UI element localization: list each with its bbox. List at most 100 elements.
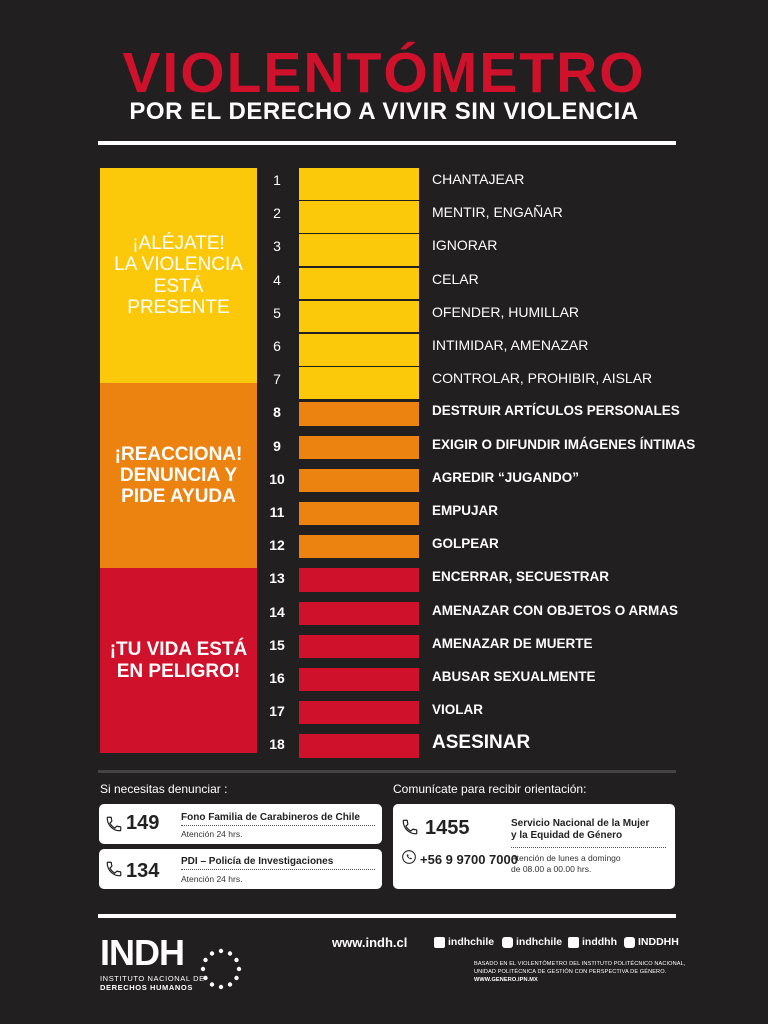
pdi-separator [181, 869, 375, 870]
level-number: 18 [269, 736, 285, 753]
level-label: CONTROLAR, PROHIBIR, AISLAR [432, 370, 653, 387]
phone-icon [106, 816, 122, 832]
level-bar [299, 734, 419, 758]
zone-react-line: DENUNCIA Y [119, 464, 238, 486]
whatsapp-icon [402, 850, 416, 864]
zone-warning-line: ESTÁ PRESENTE [127, 275, 230, 318]
instagram-link[interactable]: indhchile [502, 936, 562, 948]
level-bar [299, 701, 419, 725]
level-bar [299, 267, 419, 300]
sernam-hours-2: de 08.00 a 00.00 hrs. [511, 864, 592, 874]
level-number: 17 [269, 703, 285, 720]
level-label: INTIMIDAR, AMENAZAR [432, 337, 589, 353]
level-number: 10 [269, 470, 285, 487]
credit-line-1: BASADO EN EL VIOLENTÓMETRO DEL INSTITUTO… [474, 961, 686, 967]
level-bar [299, 334, 419, 366]
credit-line-3: WWW.GENERO.IPN.MX [474, 977, 538, 983]
twitter-icon [568, 936, 579, 948]
level-bar [299, 468, 419, 492]
level-bar [299, 535, 419, 559]
level-label: GOLPEAR [432, 536, 499, 552]
level-number: 14 [269, 603, 285, 620]
level-label: ENCERRAR, SECUESTRAR [432, 569, 610, 585]
sernam-name-2: y la Equidad de Género [511, 830, 623, 841]
twitter-link[interactable]: inddhh [568, 936, 617, 948]
top-divider [98, 141, 676, 145]
zone-react-line: PIDE AYUDA [121, 486, 236, 508]
scale-divider [98, 770, 676, 773]
level-label: AGREDIR “JUGANDO” [432, 469, 580, 485]
level-bar [299, 601, 419, 625]
sernam-card[interactable]: 1455 +56 9 9700 7000 Servicio Nacional d… [393, 804, 675, 889]
level-number: 7 [273, 371, 281, 388]
level-bar [299, 502, 419, 526]
zone-react-line: ¡REACCIONA! [114, 443, 243, 465]
level-bar [299, 634, 419, 658]
pdi-card[interactable]: 134 PDI – Policía de Investigaciones Ate… [99, 849, 382, 889]
level-label: CELAR [432, 270, 479, 287]
phone-icon [106, 861, 122, 877]
zone-danger: ¡TU VIDA ESTÁ EN PELIGRO! [100, 568, 257, 753]
level-number: 11 [269, 504, 285, 520]
level-number: 6 [273, 338, 281, 354]
level-number: 12 [269, 537, 285, 554]
level-number: 13 [269, 570, 285, 587]
page-subtitle: POR EL DERECHO A VIVIR SIN VIOLENCIA [129, 98, 639, 125]
zone-warning: ¡ALÉJATE! LA VIOLENCIA ESTÁ PRESENTE [100, 168, 257, 383]
bottom-divider [98, 914, 676, 918]
level-number: 5 [273, 304, 281, 321]
level-number: 4 [273, 271, 281, 288]
pdi-number: 134 [126, 860, 160, 882]
pdi-name: PDI – Policía de Investigaciones [181, 856, 334, 867]
logo-dots-icon [200, 948, 242, 990]
page-title: VIOLENTÓMETRO [122, 41, 646, 105]
logo-line-2: DERECHOS HUMANOS [100, 983, 193, 992]
credit-line-2: UNIDAD POLITÉCNICA DE GESTIÓN CON PERSPE… [474, 969, 667, 975]
level-number: 15 [269, 636, 285, 653]
level-number: 16 [269, 670, 285, 686]
level-label: CHANTAJEAR [432, 171, 525, 187]
carabineros-number: 149 [126, 812, 160, 834]
zone-danger-line: EN PELIGRO! [116, 660, 241, 682]
sernam-hours-1: Atención de lunes a domingo [511, 853, 621, 863]
facebook-icon [434, 936, 445, 948]
level-bar [299, 568, 419, 592]
level-bar [299, 435, 419, 459]
level-number: 1 [273, 172, 281, 188]
level-bar [299, 367, 419, 399]
carabineros-name: Fono Familia de Carabineros de Chile [181, 812, 360, 823]
level-label: DESTRUIR ARTÍCULOS PERSONALES [432, 403, 680, 419]
level-label: IGNORAR [432, 237, 498, 254]
logo-line-1: INSTITUTO NACIONAL DE [100, 974, 205, 983]
phone-icon [402, 819, 418, 835]
level-bar [299, 668, 419, 692]
level-bar [299, 300, 419, 333]
level-label: MENTIR, ENGAÑAR [432, 204, 563, 221]
level-label: AMENAZAR DE MUERTE [432, 635, 593, 651]
sernam-name-1: Servicio Nacional de la Mujer [511, 818, 650, 829]
youtube-icon [624, 936, 635, 948]
youtube-link[interactable]: INDDHH [624, 936, 679, 948]
facebook-link[interactable]: indhchile [434, 936, 494, 948]
level-label: AMENAZAR CON OBJETOS O ARMAS [432, 602, 679, 618]
sernam-whatsapp: +56 9 9700 7000 [420, 852, 518, 867]
level-label: ABUSAR SEXUALMENTE [432, 669, 596, 684]
level-bar [299, 168, 419, 200]
carabineros-card[interactable]: 149 Fono Familia de Carabineros de Chile… [99, 804, 382, 844]
website-link[interactable]: www.indh.cl [332, 935, 408, 950]
level-label: EMPUJAR [432, 503, 499, 518]
carabineros-separator [181, 825, 375, 826]
denounce-heading: Si necesitas denunciar : [100, 782, 228, 796]
level-bar [299, 402, 419, 426]
level-bar [299, 234, 419, 267]
level-bar [299, 201, 419, 233]
sernam-separator [511, 847, 666, 848]
instagram-handle: indhchile [516, 936, 563, 948]
zone-danger-line: ¡TU VIDA ESTÁ [109, 639, 248, 661]
level-number: 8 [273, 404, 281, 421]
indh-logo: INDH [100, 932, 185, 973]
twitter-handle: inddhh [582, 936, 617, 948]
carabineros-hours: Atención 24 hrs. [181, 829, 243, 839]
zone-warning-line: LA VIOLENCIA [114, 254, 243, 276]
sernam-number: 1455 [425, 817, 470, 839]
